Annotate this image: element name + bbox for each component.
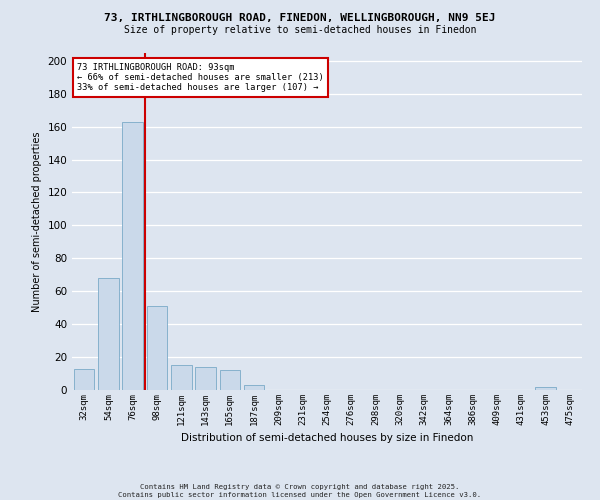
Text: Contains HM Land Registry data © Crown copyright and database right 2025.
Contai: Contains HM Land Registry data © Crown c… bbox=[118, 484, 482, 498]
Bar bbox=[122, 122, 143, 390]
Text: Size of property relative to semi-detached houses in Finedon: Size of property relative to semi-detach… bbox=[124, 25, 476, 35]
Y-axis label: Number of semi-detached properties: Number of semi-detached properties bbox=[32, 131, 42, 312]
Bar bbox=[98, 278, 119, 390]
Bar bbox=[535, 386, 556, 390]
Bar bbox=[220, 370, 240, 390]
Bar bbox=[146, 306, 167, 390]
Text: 73, IRTHLINGBOROUGH ROAD, FINEDON, WELLINGBOROUGH, NN9 5EJ: 73, IRTHLINGBOROUGH ROAD, FINEDON, WELLI… bbox=[104, 12, 496, 22]
Text: 73 IRTHLINGBOROUGH ROAD: 93sqm
← 66% of semi-detached houses are smaller (213)
3: 73 IRTHLINGBOROUGH ROAD: 93sqm ← 66% of … bbox=[77, 62, 324, 92]
Bar bbox=[74, 368, 94, 390]
Bar bbox=[171, 366, 191, 390]
X-axis label: Distribution of semi-detached houses by size in Finedon: Distribution of semi-detached houses by … bbox=[181, 434, 473, 444]
Bar bbox=[244, 385, 265, 390]
Bar bbox=[195, 367, 216, 390]
